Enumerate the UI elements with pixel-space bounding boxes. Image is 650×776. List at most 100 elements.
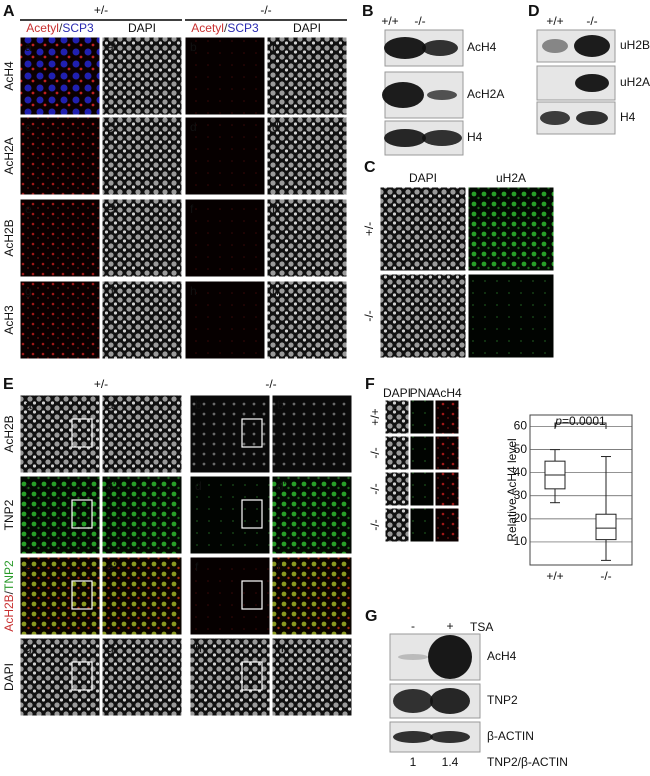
micrograph: [19, 556, 101, 636]
inset-box: [71, 418, 93, 448]
treatment-label: TSA: [470, 620, 493, 634]
panel-letter: C: [364, 159, 376, 176]
subpanel-tag: c': [107, 120, 115, 134]
row-label: TNP2: [2, 499, 16, 530]
ratio-label: TNP2/β-ACTIN: [487, 755, 568, 769]
subpanel-tag: h': [277, 641, 286, 655]
band-label: TNP2: [487, 693, 518, 707]
subpanel-tag: d': [272, 120, 281, 134]
blot-band: [430, 731, 470, 743]
subpanel-tag: f: [190, 202, 194, 216]
y-tick-label: 20: [514, 511, 528, 525]
column-header: DAPI: [409, 171, 437, 185]
ratio-value: 1.4: [442, 755, 459, 769]
row-label: +/-: [362, 222, 376, 236]
subpanel-tag: f': [272, 202, 278, 216]
micrograph: [101, 198, 183, 278]
micrograph: [384, 435, 410, 471]
p-symbol: p: [554, 414, 562, 428]
subpanel-tag: b': [277, 398, 286, 412]
x-tick-label: -/-: [600, 569, 611, 583]
micrograph: [271, 556, 353, 636]
blot-band: [576, 111, 608, 125]
subpanel-tag: g': [107, 284, 116, 298]
micrograph: [189, 637, 271, 717]
subpanel-tag: h: [190, 284, 197, 298]
inset-box: [241, 580, 263, 610]
subpanel-tag: b: [190, 40, 197, 54]
subpanel-tag: a': [107, 398, 116, 412]
p-value: p=0.0001: [554, 414, 606, 428]
row-label: -/-: [368, 483, 382, 494]
column-header-part: /: [224, 21, 228, 35]
row-label: AcH2B: [2, 415, 16, 452]
column-header-part: /: [59, 21, 63, 35]
lane-label: +: [446, 619, 453, 633]
blot-band: [542, 39, 568, 53]
inset-box: [71, 499, 93, 529]
y-tick-label: 30: [514, 488, 528, 502]
subpanel-tag: b: [195, 398, 202, 412]
blot-band: [393, 689, 433, 713]
blot-band: [422, 130, 462, 146]
micrograph: [101, 280, 183, 360]
micrograph: [19, 198, 101, 278]
subpanel-tag: e': [107, 560, 116, 574]
micrograph: [384, 471, 410, 507]
blot-band: [574, 35, 610, 57]
y-tick-label: 10: [514, 534, 528, 548]
row-label: DAPI: [2, 663, 16, 691]
inset-box: [71, 661, 93, 691]
column-header: Acetyl/SCP3: [26, 21, 94, 35]
micrograph: [189, 556, 271, 636]
column-header: uH2A: [496, 171, 526, 185]
micrograph: [271, 637, 353, 717]
micrograph: [19, 280, 101, 360]
blot-band: [393, 731, 433, 743]
column-header: AcH4: [432, 386, 462, 400]
column-header-part: Acetyl: [26, 21, 59, 35]
row-label: AcH2A: [2, 137, 16, 174]
micrograph: [19, 637, 101, 717]
row-label: AcH3: [2, 305, 16, 335]
inset-box: [241, 499, 263, 529]
micrograph: [434, 399, 460, 435]
row-label: -/-: [362, 310, 376, 321]
micrograph: [409, 399, 435, 435]
subpanel-tag: a: [25, 398, 32, 412]
subpanel-tag: g': [107, 641, 116, 655]
subpanel-tag: a': [107, 40, 116, 54]
plot-frame: [529, 414, 633, 566]
row-label-part: TNP2: [2, 560, 16, 591]
panel-letter: F: [365, 376, 375, 393]
y-tick-label: 60: [514, 419, 528, 433]
subpanel-tag: e: [25, 202, 32, 216]
band-label: H4: [620, 110, 636, 124]
genotype-label: -/-: [260, 3, 271, 17]
subpanel-tag: d': [277, 479, 286, 493]
micrograph: [101, 36, 183, 116]
row-label: -/-: [368, 447, 382, 458]
blot-band: [384, 37, 426, 59]
subpanel-tag: a: [25, 40, 32, 54]
micrograph: [409, 507, 435, 543]
row-label: AcH4: [2, 61, 16, 91]
row-label: AcH2B/TNP2: [2, 560, 16, 632]
genotype-label: +/-: [94, 377, 108, 391]
x-tick-label: +/+: [546, 569, 563, 583]
micrograph: [189, 475, 271, 555]
panel-letter: E: [3, 376, 14, 393]
micrograph: [184, 36, 266, 116]
blot-band: [427, 90, 457, 100]
panel-letter: A: [3, 3, 15, 20]
micrograph: [184, 280, 266, 360]
subpanel-tag: e': [107, 202, 116, 216]
subpanel-tag: g: [25, 641, 32, 655]
subpanel-tag: f: [195, 560, 199, 574]
band-label: β-ACTIN: [487, 729, 534, 743]
micrograph: [266, 198, 348, 278]
column-header: Acetyl/SCP3: [191, 21, 259, 35]
micrograph: [384, 399, 410, 435]
